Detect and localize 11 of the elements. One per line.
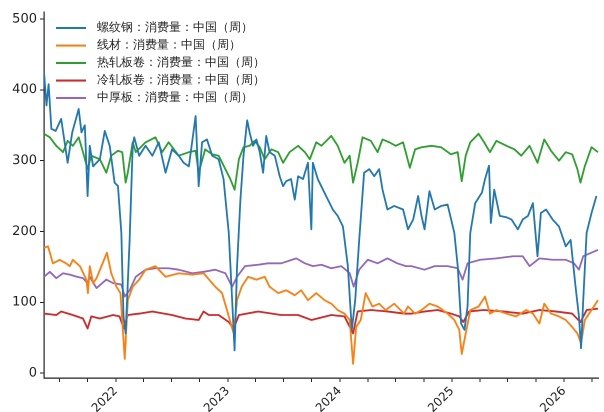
y-tick-label: 400 [12, 82, 37, 98]
y-tick-label: 300 [12, 153, 37, 168]
legend-label: 热轧板卷：消费量：中国（周） [97, 55, 265, 70]
y-tick-label: 100 [12, 294, 37, 310]
y-tick-label: 500 [12, 11, 37, 26]
legend-label: 冷轧板卷：消费量：中国（周） [97, 72, 265, 87]
y-tick-label: 0 [28, 365, 37, 380]
legend-label: 线材：消费量：中国（周） [97, 38, 241, 52]
legend-label: 螺纹钢：消费量：中国（周） [97, 20, 253, 34]
legend-label: 中厚板：消费量：中国（周） [97, 90, 253, 104]
y-tick-label: 200 [12, 224, 37, 239]
